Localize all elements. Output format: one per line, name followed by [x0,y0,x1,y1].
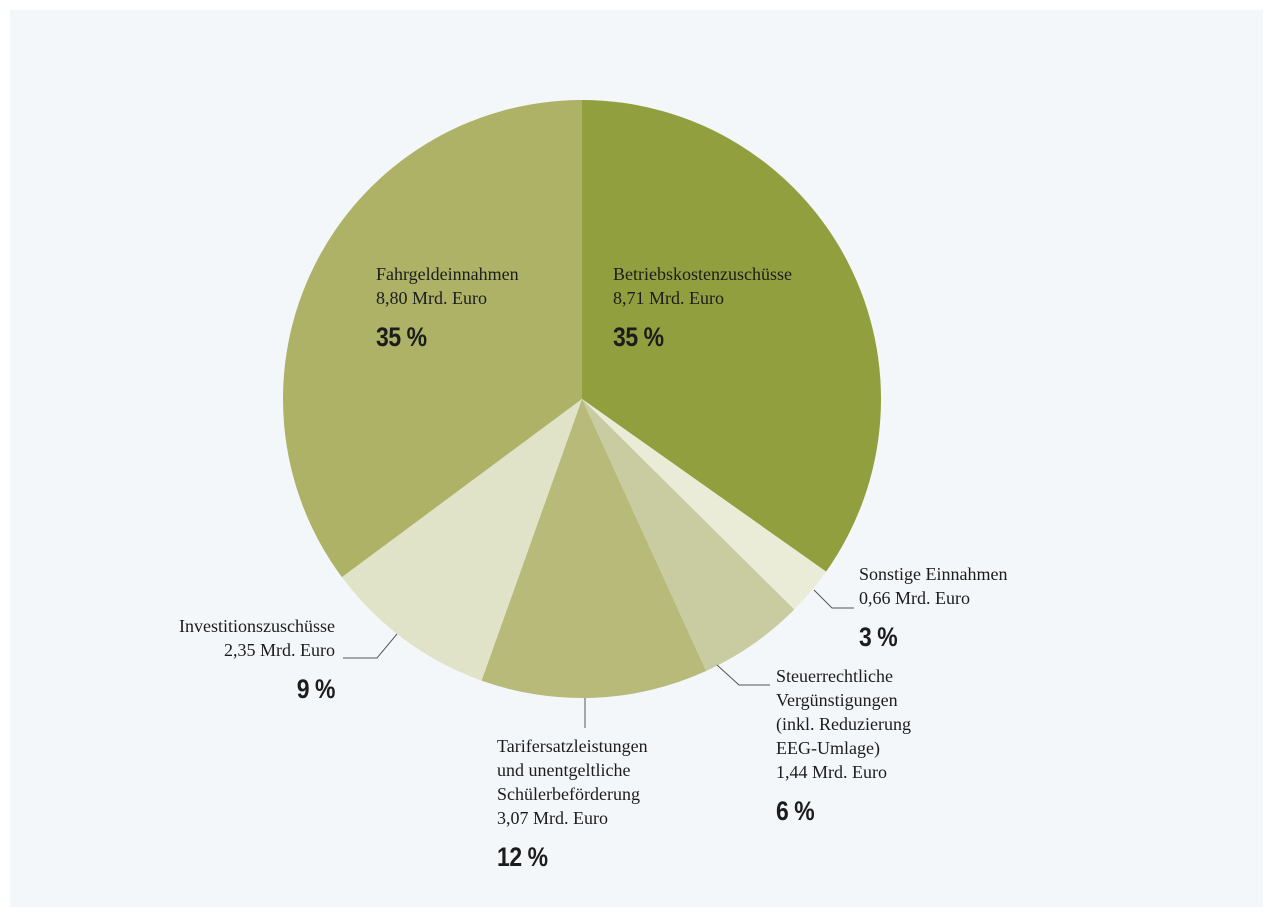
pie-slice-sonstige-einnahmen [582,399,827,610]
pie-slice-betriebskostenzuschuesse [582,100,881,572]
label-sonstige-einnahmen: Sonstige Einnahmen 0,66 Mrd. Euro 3 % [859,562,1007,654]
slice-name-line: Tarifersatzleistungen [497,736,648,756]
slice-value: 8,80 Mrd. Euro [376,288,487,308]
pie-slice-tarifersatzleistungen [481,399,707,699]
label-fahrgeldeinnahmen: Fahrgeldeinnahmen 8,80 Mrd. Euro 35 % [376,262,519,354]
slice-name-line: und unentgeltliche [497,760,631,780]
slice-value: 0,66 Mrd. Euro [859,588,970,608]
slice-value: 3,07 Mrd. Euro [497,808,608,828]
pie-slice-fahrgeldeinnahmen [282,100,582,578]
slice-percent: 6 % [776,796,815,826]
slice-percent: 12 % [497,842,548,872]
leader-investitionszuschuesse [343,633,398,659]
slice-name-line: EEG-Umlage) [776,738,880,758]
slice-name-line: Schülerbeförderung [497,784,640,804]
slice-name-line: Steuerrechtliche [776,666,893,686]
label-tarifersatzleistungen: Tarifersatzleistungen und unentgeltliche… [497,734,648,874]
slice-name: Sonstige Einnahmen [859,564,1008,584]
slice-percent: 35 % [376,322,427,352]
label-steuerrechtliche-verguenstigungen: Steuerrechtliche Vergünstigungen (inkl. … [776,664,911,828]
slice-name-line: (inkl. Reduzierung [776,714,911,734]
slice-value: 2,35 Mrd. Euro [224,640,335,660]
slice-name: Betriebskostenzuschüsse [613,264,792,284]
label-betriebskostenzuschuesse: Betriebskostenzuschüsse 8,71 Mrd. Euro 3… [613,262,792,354]
pie-chart [282,100,881,728]
chart-frame: Betriebskostenzuschüsse 8,71 Mrd. Euro 3… [10,10,1263,907]
label-investitionszuschuesse: Investitionszuschüsse 2,35 Mrd. Euro 9 % [179,614,335,706]
leader-steuerrechtliche [716,664,770,686]
slice-percent: 9 % [296,674,336,704]
slice-name: Fahrgeldeinnahmen [376,264,519,284]
slice-value: 1,44 Mrd. Euro [776,762,887,782]
leader-sonstige-einnahmen [813,589,854,609]
slice-name-line: Vergünstigungen [776,690,898,710]
slice-name: Investitionszuschüsse [179,616,335,636]
slice-percent: 35 % [613,322,664,352]
pie-slice-steuerrechtliche-verguenstigungen [582,399,795,672]
slice-value: 8,71 Mrd. Euro [613,288,724,308]
slice-percent: 3 % [859,622,898,652]
pie-slice-investitionszuschuesse [341,399,582,681]
